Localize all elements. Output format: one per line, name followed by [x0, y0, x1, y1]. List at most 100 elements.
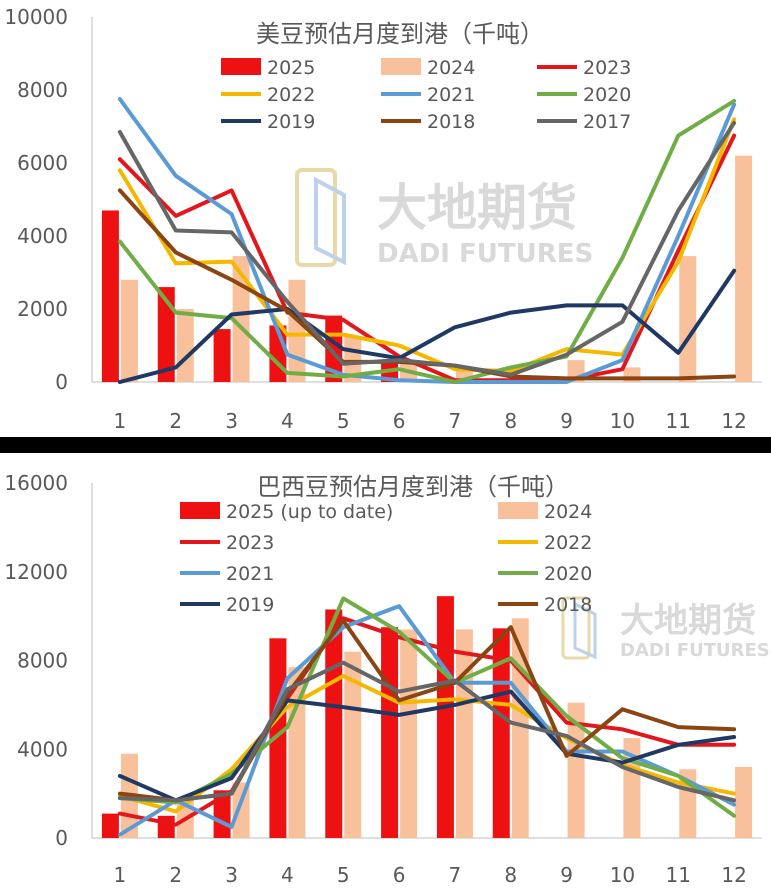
- legend-label: 2019: [226, 594, 274, 616]
- bar-2025-up-to-date: [436, 596, 454, 838]
- bar-2025-up-to-date: [157, 815, 175, 838]
- y-tick-label: 2000: [17, 297, 68, 321]
- legend-item-2021: 2021: [180, 563, 274, 585]
- x-tick-label: 10: [610, 409, 635, 433]
- line-2021: [117, 604, 737, 837]
- bar-2024: [400, 629, 418, 838]
- x-tick-label: 2: [169, 409, 182, 433]
- bar-2024: [288, 279, 306, 382]
- x-tick-label: 7: [449, 409, 462, 433]
- bar-2025-up-to-date: [101, 813, 119, 838]
- legend-label: 2018: [427, 111, 475, 133]
- legend-label: 2019: [267, 111, 315, 133]
- legend-item-2019: 2019: [221, 111, 315, 133]
- line-2017: [117, 660, 737, 803]
- legend-item-2022: 2022: [221, 84, 315, 106]
- x-tick-label: 6: [393, 863, 406, 887]
- legend-swatch: [221, 58, 261, 75]
- legend-label: 2021: [226, 563, 274, 585]
- x-tick-label: 4: [281, 863, 294, 887]
- bar-2024: [344, 336, 362, 382]
- bar-2024: [455, 629, 473, 838]
- bar-2024: [567, 702, 585, 838]
- bar-2025-up-to-date: [381, 627, 399, 838]
- legend-item-2017: 2017: [537, 111, 631, 133]
- x-tick-label: 9: [560, 863, 573, 887]
- legend-label: 2018: [544, 594, 592, 616]
- y-tick-label: 8000: [17, 78, 68, 102]
- legend-item-2025-up-to-date: 2025 (up to date): [180, 501, 393, 523]
- watermark-1: 大地期货 DADI FUTURES: [295, 168, 593, 269]
- x-tick-label: 9: [560, 409, 573, 433]
- line-2021: [117, 97, 737, 384]
- legend-swatch: [498, 502, 538, 519]
- legend-item-2018: 2018: [498, 594, 592, 616]
- legend-label: 2022: [267, 84, 315, 106]
- bar-2025: [325, 315, 343, 382]
- legend-item-2022: 2022: [498, 532, 592, 554]
- y-tick-label: 4000: [17, 224, 68, 248]
- x-tick-label: 6: [393, 409, 406, 433]
- y-tick-label: 4000: [17, 737, 68, 761]
- bar-2024: [344, 651, 362, 838]
- legend-label: 2023: [226, 532, 274, 554]
- legend-label: 2023: [583, 57, 631, 79]
- us-soybean-chart: 大地期货 DADI FUTURES 0 2000 4000 6000 8000 10000…: [4, 5, 762, 433]
- bar-2024: [735, 155, 753, 382]
- line-2019: [117, 689, 737, 803]
- legend-label: 2024: [544, 501, 592, 523]
- legend-item-2021: 2021: [381, 84, 475, 106]
- watermark-subtext: DADI FUTURES: [620, 640, 770, 661]
- x-tick-label: 11: [666, 409, 691, 433]
- bar-2024: [735, 767, 753, 838]
- x-tick-label: 1: [114, 863, 127, 887]
- bar-2024: [232, 782, 250, 838]
- line-2022: [117, 674, 737, 814]
- legend-swatch: [180, 502, 220, 519]
- y-tick-label: 0: [55, 370, 68, 394]
- bar-2025: [157, 287, 175, 382]
- chart-title-1: 美豆预估月度到港（千吨）: [256, 20, 544, 48]
- x-tick-label: 1: [114, 409, 127, 433]
- x-tick-label: 12: [721, 409, 746, 433]
- line-2020: [117, 98, 737, 384]
- x-tick-label: 3: [225, 409, 238, 433]
- legend-label: 2021: [427, 84, 475, 106]
- divider: [0, 437, 771, 453]
- x-tick-label: 5: [337, 863, 350, 887]
- legend-item-2020: 2020: [498, 563, 592, 585]
- legend-label: 2025 (up to date): [226, 501, 393, 523]
- legend-item-2023: 2023: [180, 532, 274, 554]
- watermark-subtext: DADI FUTURES: [377, 239, 593, 269]
- y-tick-label: 8000: [17, 649, 68, 673]
- legend-item-2018: 2018: [381, 111, 475, 133]
- legend-item-2019: 2019: [180, 594, 274, 616]
- legend-2: 2025 (up to date) 2024 2023 2022 2021 2020 201…: [180, 501, 592, 616]
- legend-label: 2022: [544, 532, 592, 554]
- line-2019: [117, 268, 737, 384]
- watermark-2: 大地期货 DADI FUTURES: [561, 596, 770, 661]
- bar-2024: [288, 667, 306, 838]
- x-tick-label: 10: [610, 863, 635, 887]
- line-2023: [117, 133, 737, 383]
- x-tick-label: 5: [337, 409, 350, 433]
- legend-item-2023: 2023: [537, 57, 631, 79]
- bar-2025: [101, 210, 119, 382]
- x-tick-label: 11: [666, 863, 691, 887]
- legend-item-2024: 2024: [498, 501, 592, 523]
- x-tick-label: 7: [449, 863, 462, 887]
- bar-2024: [679, 256, 697, 382]
- legend-label: 2020: [544, 563, 592, 585]
- x-tick-label: 8: [504, 863, 517, 887]
- x-tick-label: 4: [281, 409, 294, 433]
- legend-label: 2025: [267, 57, 315, 79]
- legend-label: 2017: [583, 111, 631, 133]
- legend-label: 2020: [583, 84, 631, 106]
- y-tick-label: 10000: [4, 5, 68, 29]
- bar-2024: [120, 279, 138, 382]
- y-tick-label: 6000: [17, 151, 68, 175]
- x-tick-label: 8: [504, 409, 517, 433]
